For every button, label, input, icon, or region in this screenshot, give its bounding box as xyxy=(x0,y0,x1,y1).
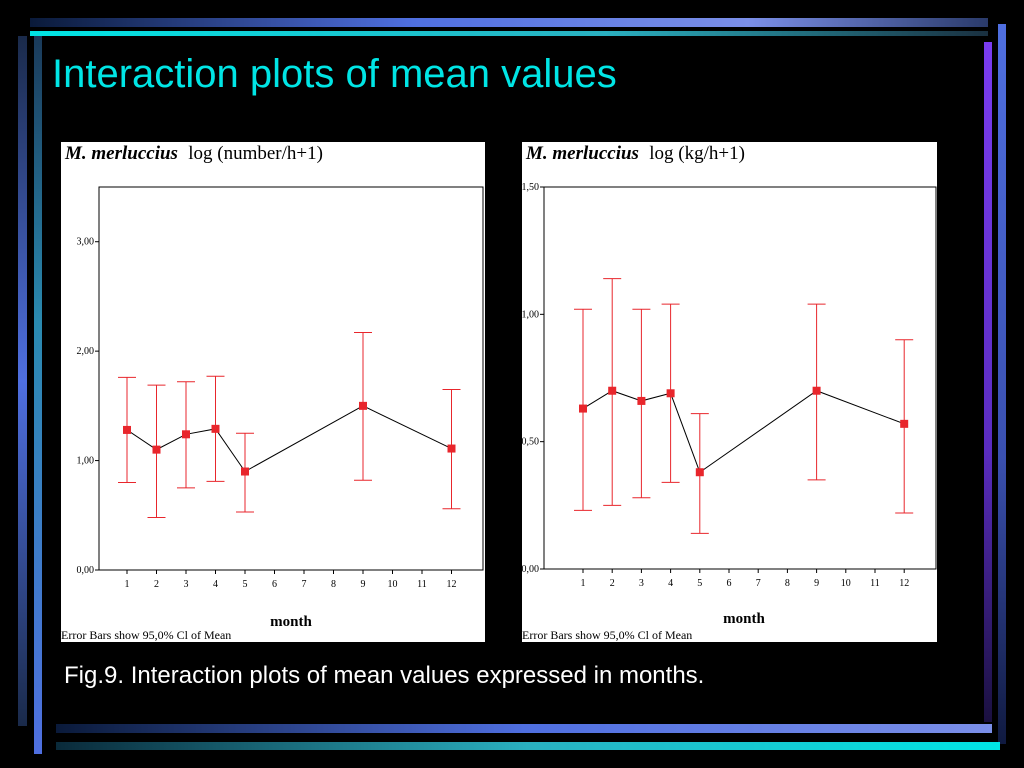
top-bar-gradient xyxy=(30,18,988,27)
mean-point xyxy=(123,425,131,434)
x-tick-label: 11 xyxy=(417,579,427,590)
y-tick-label: 1,00 xyxy=(77,456,95,467)
plot-frame xyxy=(98,186,484,571)
errorbar-note: Error Bars show 95,0% Cl of Mean xyxy=(522,628,692,642)
x-tick-label: 5 xyxy=(697,578,702,589)
plot-frame xyxy=(543,186,937,570)
mean-point xyxy=(359,401,367,410)
bottom-bar-blue xyxy=(56,724,992,733)
y-tick-label: 3,00 xyxy=(77,237,95,248)
mean-point xyxy=(900,419,909,428)
x-tick-label: 1 xyxy=(581,578,586,589)
y-tick-label: 2,00 xyxy=(77,346,95,357)
x-tick-label: 12 xyxy=(899,578,909,589)
mean-line xyxy=(126,405,452,473)
chart-number-svg: M. merluccius log (number/h+1) 0,00 1,00 2… xyxy=(61,143,484,642)
left-bar-dark xyxy=(18,36,27,726)
x-axis-label: month xyxy=(270,614,312,630)
x-tick-label: 7 xyxy=(756,578,761,589)
x-tick-label: 8 xyxy=(785,578,790,589)
chart-title-units: log (kg/h+1) xyxy=(649,143,745,164)
x-tick-label: 9 xyxy=(814,578,819,589)
x-tick-label: 2 xyxy=(610,578,615,589)
mean-point xyxy=(637,396,646,405)
chart-title-species: M. merluccius xyxy=(525,143,639,164)
mean-point xyxy=(666,389,675,398)
y-tick-label: 1,00 xyxy=(522,309,539,320)
x-tick-label: 8 xyxy=(331,579,336,590)
mean-point xyxy=(182,430,190,439)
x-tick-label: 6 xyxy=(727,578,732,589)
chart-weight-svg: M. merluccius log (kg/h+1) 0,00 0,50 1,00 1… xyxy=(522,143,937,642)
chart-panel-number: M. merluccius log (number/h+1) 0,00 1,00 2… xyxy=(61,142,485,642)
mean-point xyxy=(211,424,220,433)
x-tick-label: 3 xyxy=(184,579,189,590)
mean-point xyxy=(241,467,249,476)
y-tick-label: 1,50 xyxy=(522,182,539,193)
mean-point xyxy=(608,386,617,395)
x-tick-label: 10 xyxy=(841,578,851,589)
mean-point xyxy=(812,386,821,395)
x-tick-label: 5 xyxy=(243,579,248,590)
top-bar-cyan xyxy=(30,31,988,36)
x-tick-label: 3 xyxy=(639,578,644,589)
y-tick-label: 0,00 xyxy=(522,564,539,575)
mean-point xyxy=(447,444,456,453)
x-tick-label: 4 xyxy=(668,578,673,589)
x-tick-label: 7 xyxy=(302,579,307,590)
y-tick-label: 0,50 xyxy=(522,437,539,448)
mean-line xyxy=(582,390,905,474)
x-tick-label: 1 xyxy=(125,579,130,590)
chart-title-species: M. merluccius xyxy=(64,143,178,164)
y-tick-label: 0,00 xyxy=(77,565,95,576)
right-bar-violet xyxy=(984,42,992,722)
x-axis-label: month xyxy=(723,611,765,627)
chart-panel-weight: M. merluccius log (kg/h+1) 0,00 0,50 1,00 1… xyxy=(522,142,937,642)
mean-point xyxy=(579,404,587,413)
mean-point xyxy=(152,445,161,454)
figure-caption: Fig.9. Interaction plots of mean values … xyxy=(64,662,705,689)
x-tick-label: 10 xyxy=(388,579,398,590)
x-tick-label: 2 xyxy=(154,579,159,590)
slide-title: Interaction plots of mean values xyxy=(52,52,617,96)
bottom-bar-cyan xyxy=(56,742,1000,750)
x-tick-label: 12 xyxy=(447,579,457,590)
errorbar-note: Error Bars show 95,0% Cl of Mean xyxy=(61,628,231,642)
right-bar-blue xyxy=(998,24,1006,744)
x-tick-label: 4 xyxy=(213,579,218,590)
x-tick-label: 6 xyxy=(272,579,277,590)
svg-text:M. merluccius log (kg/h+: M. merluccius log (kg/h+1) xyxy=(525,143,745,164)
left-bar-cyan xyxy=(34,36,42,754)
x-tick-label: 11 xyxy=(870,578,880,589)
svg-text:M. merluccius log (numbe: M. merluccius log (number/h+1) xyxy=(64,143,323,164)
x-tick-label: 9 xyxy=(361,579,366,590)
mean-point xyxy=(695,468,704,477)
chart-title-units: log (number/h+1) xyxy=(188,143,323,164)
